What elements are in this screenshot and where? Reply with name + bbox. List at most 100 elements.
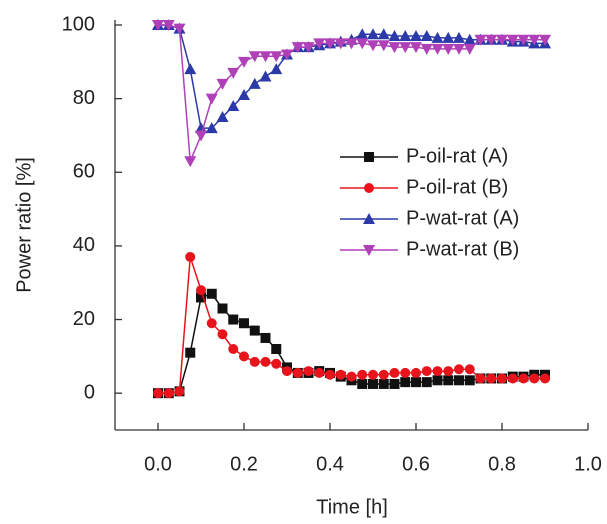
marker	[227, 100, 240, 111]
marker	[463, 43, 476, 55]
marker	[205, 122, 218, 134]
marker	[507, 373, 518, 384]
marker	[475, 373, 486, 384]
marker	[196, 292, 206, 303]
marker	[163, 388, 174, 399]
marker	[228, 314, 239, 325]
marker	[216, 111, 229, 123]
legend-label: P-oil-rat (B)	[406, 176, 508, 198]
marker	[378, 378, 389, 389]
marker	[248, 77, 261, 89]
marker	[377, 28, 390, 40]
marker	[431, 31, 444, 43]
marker	[249, 356, 260, 367]
marker	[540, 373, 550, 384]
legend-label: P-wat-rat (B)	[406, 238, 519, 260]
x-tick-label: 1.0	[574, 453, 602, 475]
marker	[368, 378, 378, 389]
marker	[313, 38, 326, 50]
marker	[421, 366, 432, 377]
marker	[528, 34, 541, 46]
x-tick-label: 0.0	[144, 453, 172, 475]
marker	[357, 378, 368, 389]
marker	[506, 34, 519, 46]
marker	[153, 388, 163, 399]
marker	[216, 78, 229, 90]
legend-marker	[364, 152, 374, 162]
marker	[217, 303, 228, 314]
marker	[195, 130, 207, 142]
marker	[281, 49, 293, 61]
marker	[346, 371, 357, 382]
marker	[248, 51, 261, 63]
marker	[173, 23, 186, 35]
marker	[335, 369, 346, 380]
marker	[454, 364, 464, 375]
marker	[453, 43, 465, 55]
marker	[420, 43, 433, 55]
marker	[357, 369, 368, 380]
marker	[324, 38, 336, 50]
marker	[228, 344, 239, 354]
marker	[162, 20, 175, 31]
marker	[292, 367, 303, 378]
marker	[356, 38, 369, 50]
marker	[411, 377, 421, 388]
marker	[443, 375, 454, 386]
marker	[377, 40, 390, 52]
marker	[411, 367, 421, 378]
legend-marker	[364, 183, 374, 193]
marker	[205, 93, 218, 105]
y-tick-label: 80	[73, 87, 95, 109]
marker	[238, 56, 250, 68]
marker	[518, 373, 529, 384]
marker	[388, 42, 401, 54]
marker	[325, 369, 335, 380]
marker	[464, 364, 475, 375]
marker	[453, 31, 465, 43]
marker	[217, 329, 228, 340]
marker	[388, 30, 401, 42]
marker	[442, 43, 455, 55]
marker	[239, 351, 249, 362]
marker	[238, 88, 250, 100]
marker	[345, 38, 358, 50]
marker	[334, 38, 347, 50]
x-tick-label: 0.2	[230, 453, 258, 475]
marker	[249, 325, 260, 336]
marker	[271, 344, 282, 354]
marker	[270, 63, 283, 75]
legend-marker	[363, 213, 375, 224]
marker	[260, 356, 271, 367]
marker	[206, 318, 217, 329]
marker	[368, 369, 378, 380]
marker	[517, 34, 530, 46]
marker	[260, 332, 271, 343]
x-tick-label: 0.8	[488, 453, 516, 475]
marker	[302, 42, 315, 54]
marker	[184, 63, 197, 75]
marker	[529, 373, 540, 384]
marker	[432, 366, 443, 377]
marker	[152, 20, 164, 31]
y-axis-label: Power ratio [%]	[13, 157, 35, 293]
marker	[367, 28, 379, 40]
marker	[184, 156, 197, 168]
marker	[227, 67, 240, 79]
marker	[443, 366, 454, 377]
marker	[410, 42, 422, 54]
marker	[195, 122, 207, 134]
marker	[270, 51, 283, 63]
marker	[291, 42, 304, 54]
marker	[389, 367, 400, 378]
marker	[282, 366, 292, 377]
series	[153, 251, 550, 399]
x-tick-label: 0.6	[402, 453, 430, 475]
marker	[356, 28, 369, 40]
y-tick-label: 60	[73, 161, 95, 183]
marker	[442, 31, 455, 43]
marker	[497, 373, 507, 384]
marker	[454, 375, 464, 386]
marker	[464, 375, 475, 386]
